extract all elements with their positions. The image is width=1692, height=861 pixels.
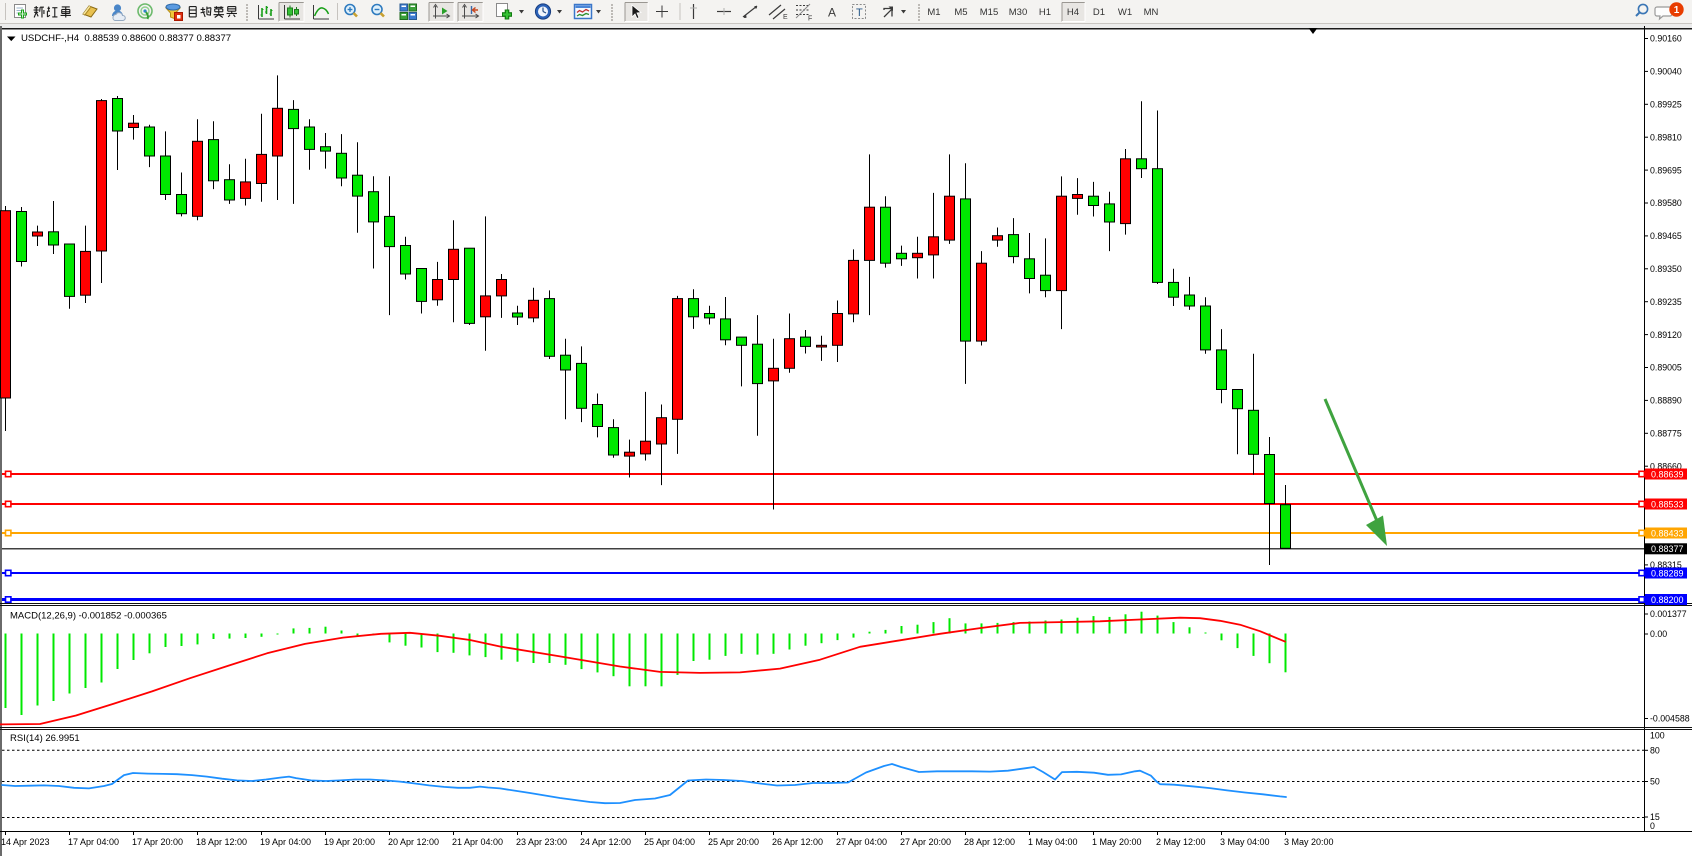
svg-text:0.89235: 0.89235 — [1650, 297, 1682, 307]
svg-text:19 Apr 20:00: 19 Apr 20:00 — [324, 837, 375, 847]
svg-text:3 May 04:00: 3 May 04:00 — [1220, 837, 1270, 847]
svg-text:A: A — [828, 6, 836, 20]
svg-text:M5: M5 — [954, 7, 967, 18]
svg-text:100: 100 — [1650, 731, 1665, 741]
svg-text:M1: M1 — [927, 7, 940, 18]
svg-text:25 Apr 04:00: 25 Apr 04:00 — [644, 837, 695, 847]
svg-text:80: 80 — [1650, 746, 1660, 756]
svg-text:1: 1 — [1674, 5, 1680, 16]
svg-text:H1: H1 — [1039, 7, 1051, 18]
svg-text:14 Apr 2023: 14 Apr 2023 — [1, 837, 50, 847]
svg-text:1 May 20:00: 1 May 20:00 — [1092, 837, 1142, 847]
svg-text:USDCHF-,H4 0.88539 0.88600 0.: USDCHF-,H4 0.88539 0.88600 0.88377 0.883… — [21, 33, 231, 44]
svg-text:0.89580: 0.89580 — [1650, 198, 1682, 208]
svg-text:0.90040: 0.90040 — [1650, 67, 1682, 77]
svg-text:1 May 04:00: 1 May 04:00 — [1028, 837, 1078, 847]
svg-text:RSI(14) 26.9951: RSI(14) 26.9951 — [10, 733, 80, 744]
svg-text:M15: M15 — [980, 7, 998, 18]
svg-text:0.88890: 0.88890 — [1650, 396, 1682, 406]
svg-text:0.90160: 0.90160 — [1650, 34, 1682, 44]
svg-text:F: F — [808, 16, 812, 23]
svg-text:0.88200: 0.88200 — [1651, 595, 1684, 605]
svg-text:0.88775: 0.88775 — [1650, 429, 1682, 439]
svg-text:0.89925: 0.89925 — [1650, 100, 1682, 110]
svg-text:18 Apr 12:00: 18 Apr 12:00 — [196, 837, 247, 847]
svg-text:0.001377: 0.001377 — [1650, 609, 1687, 619]
svg-text:0.88377: 0.88377 — [1651, 544, 1684, 554]
svg-text:0: 0 — [1650, 821, 1655, 831]
svg-text:0.89005: 0.89005 — [1650, 363, 1682, 373]
svg-text:19 Apr 04:00: 19 Apr 04:00 — [260, 837, 311, 847]
svg-text:3 May 20:00: 3 May 20:00 — [1284, 837, 1334, 847]
svg-text:21 Apr 04:00: 21 Apr 04:00 — [452, 837, 503, 847]
svg-text:0.88289: 0.88289 — [1651, 568, 1684, 578]
svg-text:0.89695: 0.89695 — [1650, 165, 1682, 175]
svg-text:24 Apr 12:00: 24 Apr 12:00 — [580, 837, 631, 847]
svg-text:MN: MN — [1144, 7, 1159, 18]
svg-text:0.88433: 0.88433 — [1651, 528, 1684, 538]
svg-text:17 Apr 04:00: 17 Apr 04:00 — [68, 837, 119, 847]
svg-text:0.88533: 0.88533 — [1651, 499, 1684, 509]
svg-text:50: 50 — [1650, 777, 1660, 787]
svg-text:D1: D1 — [1093, 7, 1105, 18]
svg-text:27 Apr 20:00: 27 Apr 20:00 — [900, 837, 951, 847]
svg-text:0.89120: 0.89120 — [1650, 330, 1682, 340]
svg-text:0.00: 0.00 — [1650, 629, 1667, 639]
svg-text:27 Apr 04:00: 27 Apr 04:00 — [836, 837, 887, 847]
svg-text:20 Apr 12:00: 20 Apr 12:00 — [388, 837, 439, 847]
svg-text:MACD(12,26,9) -0.001852 -0.000: MACD(12,26,9) -0.001852 -0.000365 — [10, 611, 167, 622]
svg-text:25 Apr 20:00: 25 Apr 20:00 — [708, 837, 759, 847]
svg-text:23 Apr 23:00: 23 Apr 23:00 — [516, 837, 567, 847]
svg-text:28 Apr 12:00: 28 Apr 12:00 — [964, 837, 1015, 847]
svg-text:T: T — [856, 7, 863, 19]
svg-text:2 May 12:00: 2 May 12:00 — [1156, 837, 1206, 847]
svg-text:W1: W1 — [1118, 7, 1132, 18]
svg-text:0.88639: 0.88639 — [1651, 469, 1684, 479]
svg-text:H4: H4 — [1067, 7, 1079, 18]
svg-text:26 Apr 12:00: 26 Apr 12:00 — [772, 837, 823, 847]
svg-text:M30: M30 — [1009, 7, 1027, 18]
svg-text:17 Apr 20:00: 17 Apr 20:00 — [132, 837, 183, 847]
svg-text:E: E — [783, 14, 788, 21]
svg-text:0.89350: 0.89350 — [1650, 264, 1682, 274]
svg-text:-0.004588: -0.004588 — [1650, 714, 1690, 724]
svg-text:0.89810: 0.89810 — [1650, 132, 1682, 142]
svg-text:0.89465: 0.89465 — [1650, 231, 1682, 241]
